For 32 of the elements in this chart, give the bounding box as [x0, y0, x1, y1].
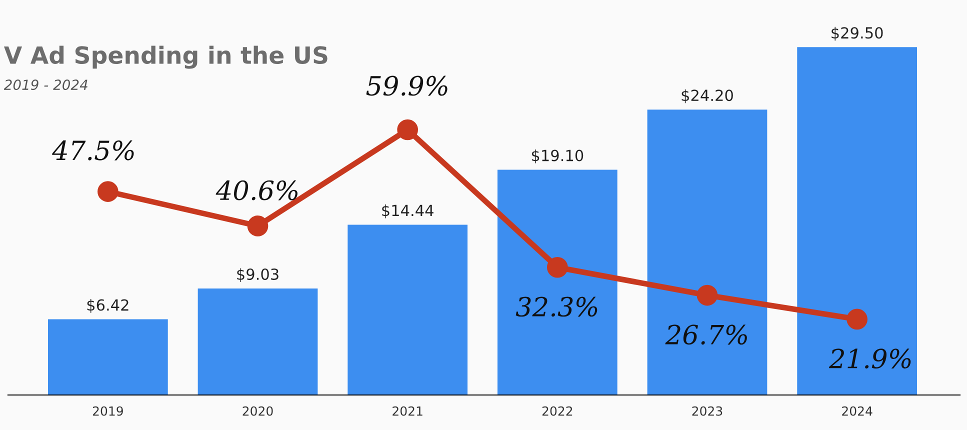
data-label: $29.50: [832, 26, 883, 41]
bar: [497, 170, 618, 395]
point: [846, 308, 868, 330]
data-label: 32.3%: [516, 296, 598, 317]
bar: [348, 224, 468, 395]
x-tick-label: 2020: [242, 406, 273, 416]
data-label: $24.20: [682, 89, 733, 104]
data-label: $14.44: [382, 204, 434, 218]
data-label: 21.9%: [828, 348, 911, 369]
x-tick-label: 2023: [692, 406, 722, 416]
point: [98, 181, 118, 202]
point: [547, 256, 568, 278]
point: [696, 284, 718, 306]
text: 2019 - 2024: [4, 80, 88, 90]
bar: [48, 319, 168, 395]
chart-title: V Ad Spending in the US: [4, 46, 328, 69]
bar: [198, 288, 318, 395]
point: [397, 119, 418, 140]
data-label: 59.9%: [366, 76, 448, 96]
data-label: 26.7%: [665, 324, 747, 345]
data-label: 47.5%: [52, 140, 134, 160]
data-label: $9.03: [237, 268, 278, 282]
bar: [647, 110, 768, 395]
data-label: $6.42: [87, 298, 128, 313]
bar: [797, 47, 917, 395]
x-tick-label: 2024: [842, 406, 872, 416]
x-tick-label: 2021: [392, 406, 422, 416]
data-label: 40.6%: [216, 180, 298, 200]
point: [247, 216, 268, 236]
x-tick-label: 2022: [542, 406, 572, 416]
x-tick-label: 2019: [92, 406, 123, 416]
data-label: $19.10: [532, 149, 584, 164]
